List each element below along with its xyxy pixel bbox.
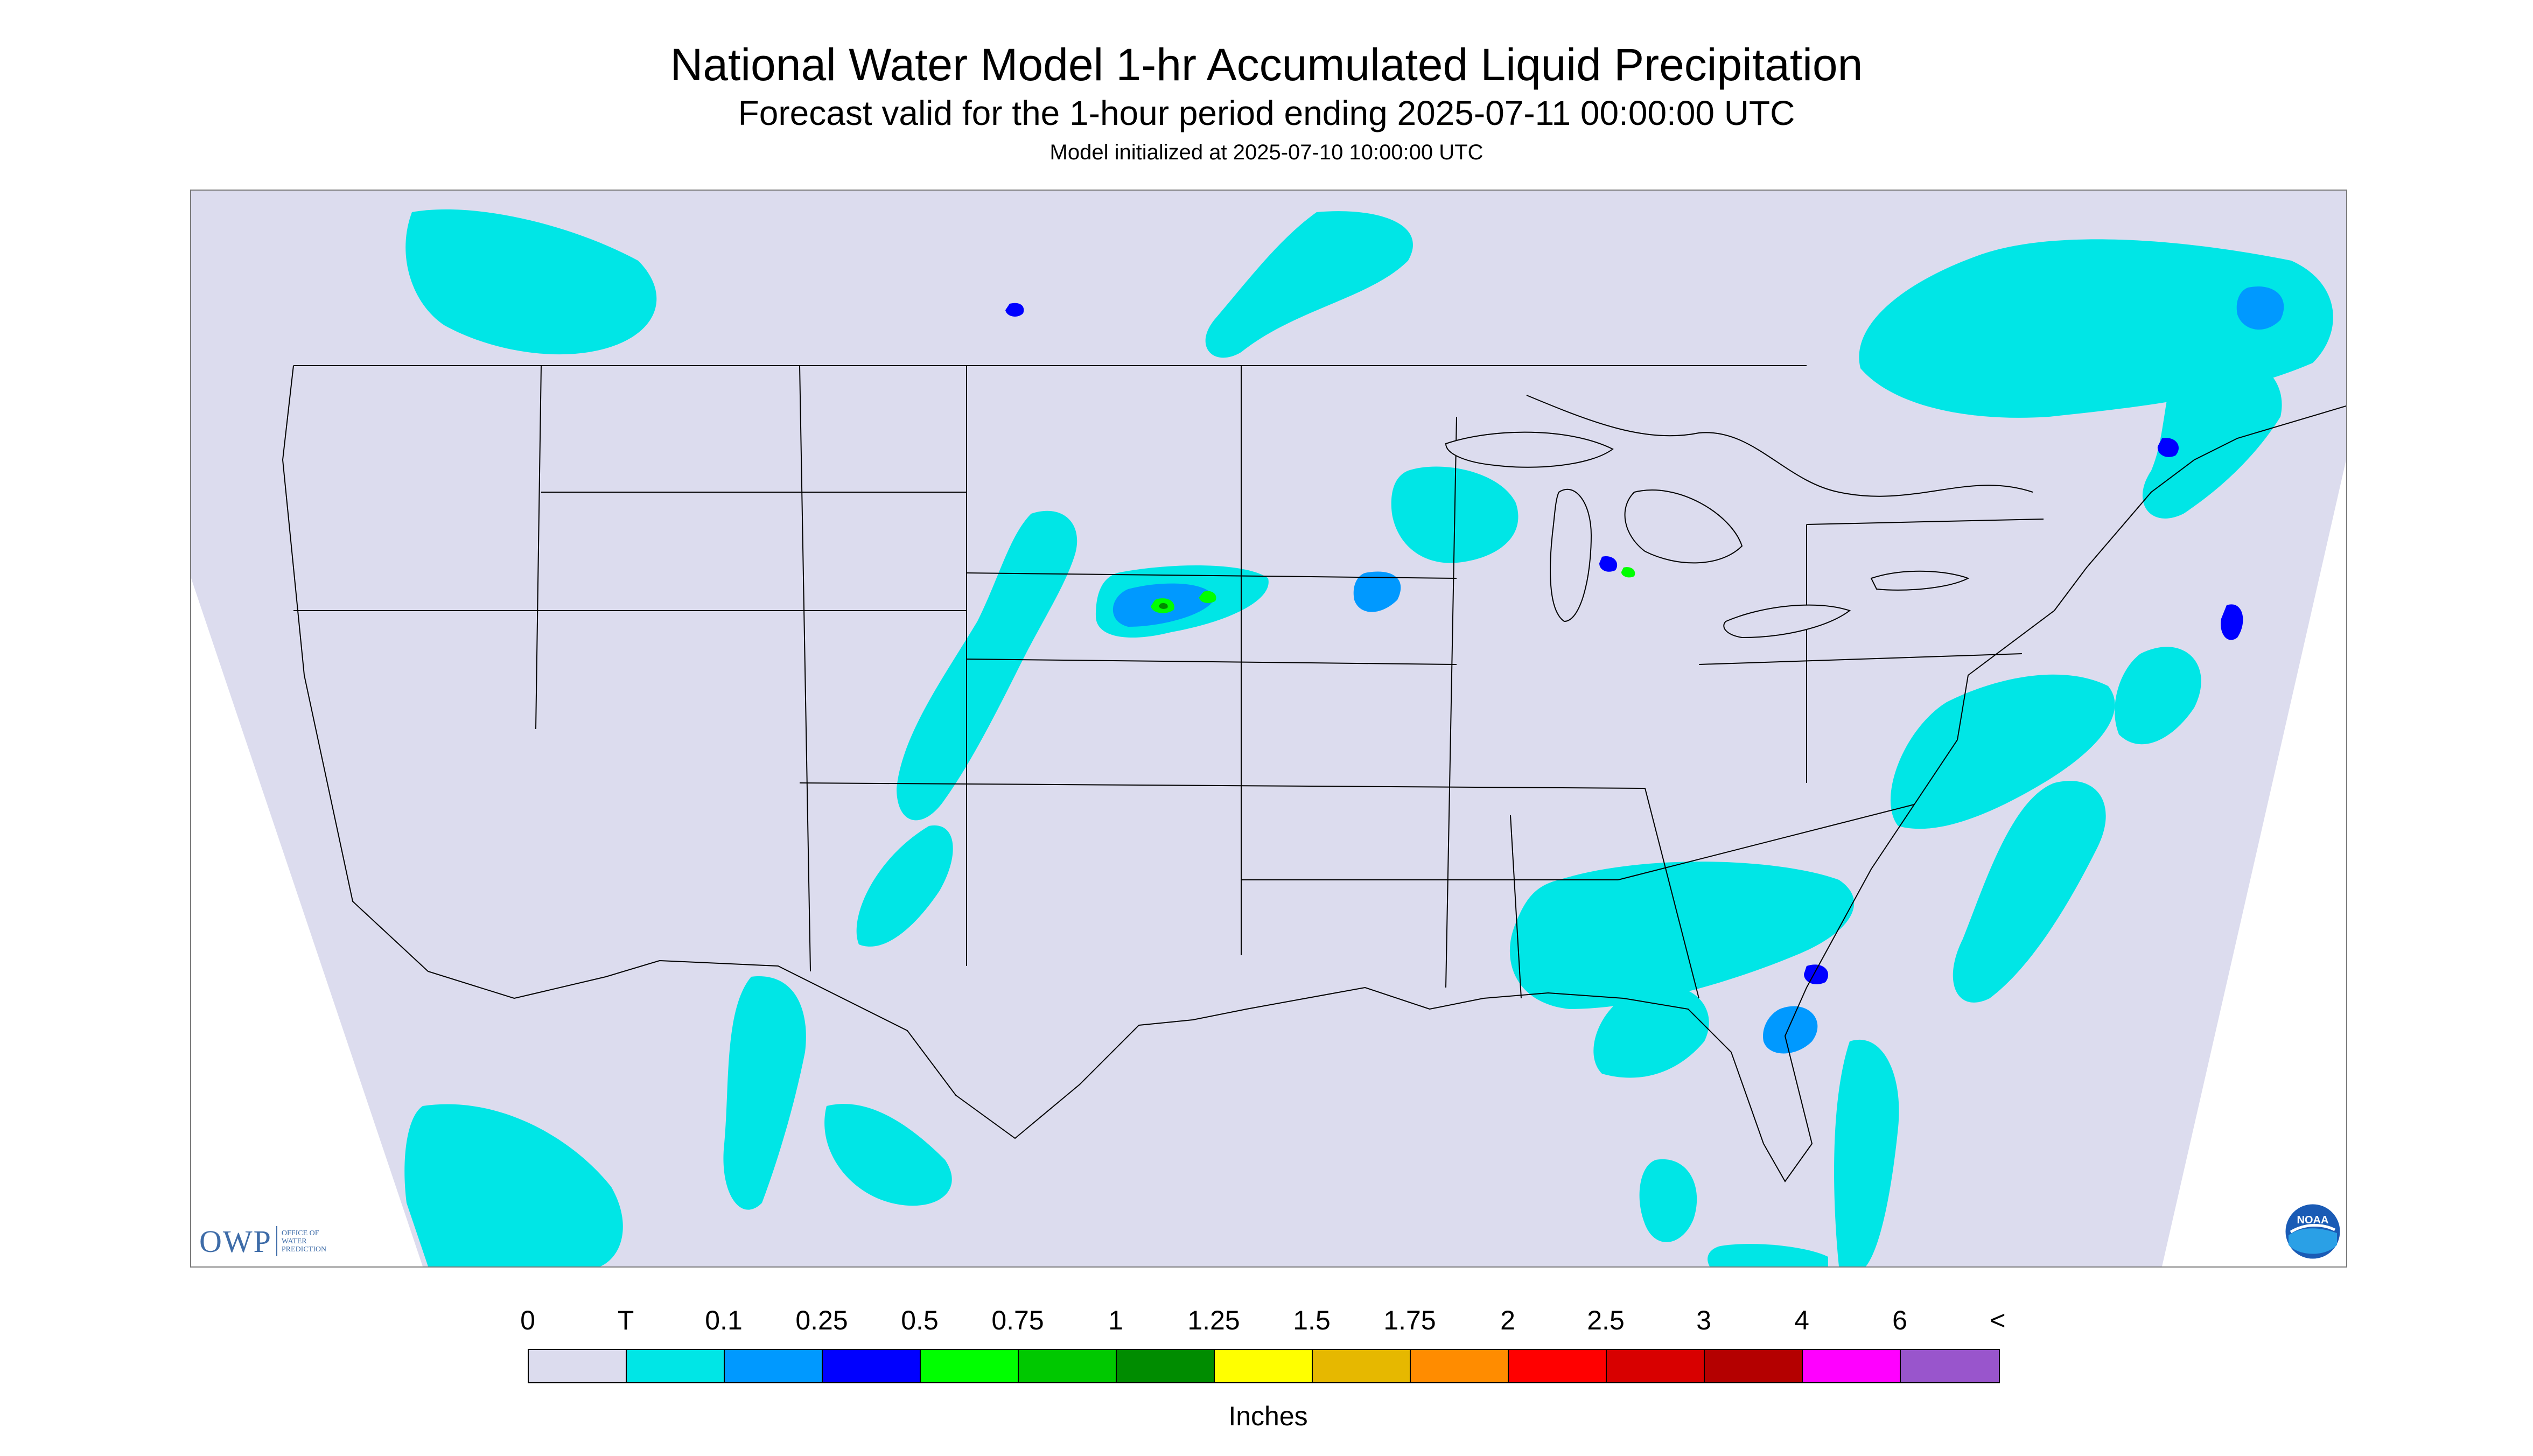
map-canvas: [191, 191, 2346, 1266]
legend-swatch: [921, 1350, 1019, 1382]
legend-tick-label: 2.5: [1587, 1305, 1625, 1335]
forecast-valid-subtitle: Forecast valid for the 1-hour period end…: [738, 94, 1795, 132]
great-lakes: [1445, 431, 1970, 639]
legend-tick-label: 3: [1696, 1305, 1711, 1335]
noaa-logo: NOAA: [2284, 1202, 2342, 1261]
legend-tick-label: 4: [1794, 1305, 1809, 1335]
owp-logo-word: PREDICTION: [281, 1245, 327, 1254]
legend-swatch: [1901, 1350, 1999, 1382]
legend-swatch: [1019, 1350, 1117, 1382]
legend-swatch: [1705, 1350, 1803, 1382]
legend-swatch: [529, 1350, 627, 1382]
legend-tick-label: 1.25: [1187, 1305, 1240, 1335]
legend-tick-label: 0.5: [901, 1305, 939, 1335]
legend-swatch: [1215, 1350, 1313, 1382]
legend-swatch: [1411, 1350, 1509, 1382]
legend: 0 T 0.1 0.25 0.5 0.75 1 1.25 1.5 1.75 2 2.5 3 4 6 < Inc…: [520, 1292, 2009, 1432]
legend-swatch: [1803, 1350, 1901, 1382]
legend-swatch: [725, 1350, 823, 1382]
legend-swatch: [823, 1350, 921, 1382]
precip-heavy-areas: [1005, 303, 2243, 985]
precip-trace-areas: [404, 209, 2333, 1266]
legend-tick-label: <: [1990, 1305, 2006, 1335]
model-init-text: Model initialized at 2025-07-10 10:00:00…: [1049, 141, 1484, 164]
legend-swatch: [1607, 1350, 1705, 1382]
precip-very-heavy-areas: [1159, 603, 1168, 609]
legend-unit-label: Inches: [1228, 1401, 1308, 1431]
legend-tick-label: 0.25: [795, 1305, 848, 1335]
map-domain: [191, 191, 2346, 1266]
legend-swatch: [1117, 1350, 1215, 1382]
legend-tick-label: T: [617, 1305, 634, 1335]
legend-tick-label: 1.5: [1293, 1305, 1331, 1335]
owp-logo-word: OFFICE OF: [281, 1229, 319, 1237]
owp-logo-divider: [276, 1226, 277, 1256]
owp-logo-words: OFFICE OF WATER PREDICTION: [282, 1229, 326, 1254]
legend-swatch: [1509, 1350, 1607, 1382]
legend-tick-label: 2: [1500, 1305, 1515, 1335]
owp-logo-letters: OWP: [199, 1223, 272, 1259]
owp-logo-word: WATER: [281, 1237, 307, 1245]
legend-tick-label: 6: [1892, 1305, 1907, 1335]
legend-tick-label: 0.75: [991, 1305, 1044, 1335]
legend-tick-label: 0.1: [705, 1305, 743, 1335]
legend-tick-label: 1: [1108, 1305, 1123, 1335]
legend-swatch: [627, 1350, 725, 1382]
precipitation-map: [190, 190, 2347, 1268]
noaa-logo-text: NOAA: [2297, 1214, 2329, 1226]
legend-tick-label: 1.75: [1383, 1305, 1436, 1335]
map-title: National Water Model 1-hr Accumulated Li…: [670, 39, 1863, 90]
political-boundaries: [282, 365, 2346, 1182]
legend-color-bar: [528, 1349, 2000, 1383]
legend-tick-label: 0: [520, 1305, 535, 1335]
legend-swatch: [1313, 1350, 1411, 1382]
owp-logo: OWP OFFICE OF WATER PREDICTION: [199, 1222, 326, 1260]
